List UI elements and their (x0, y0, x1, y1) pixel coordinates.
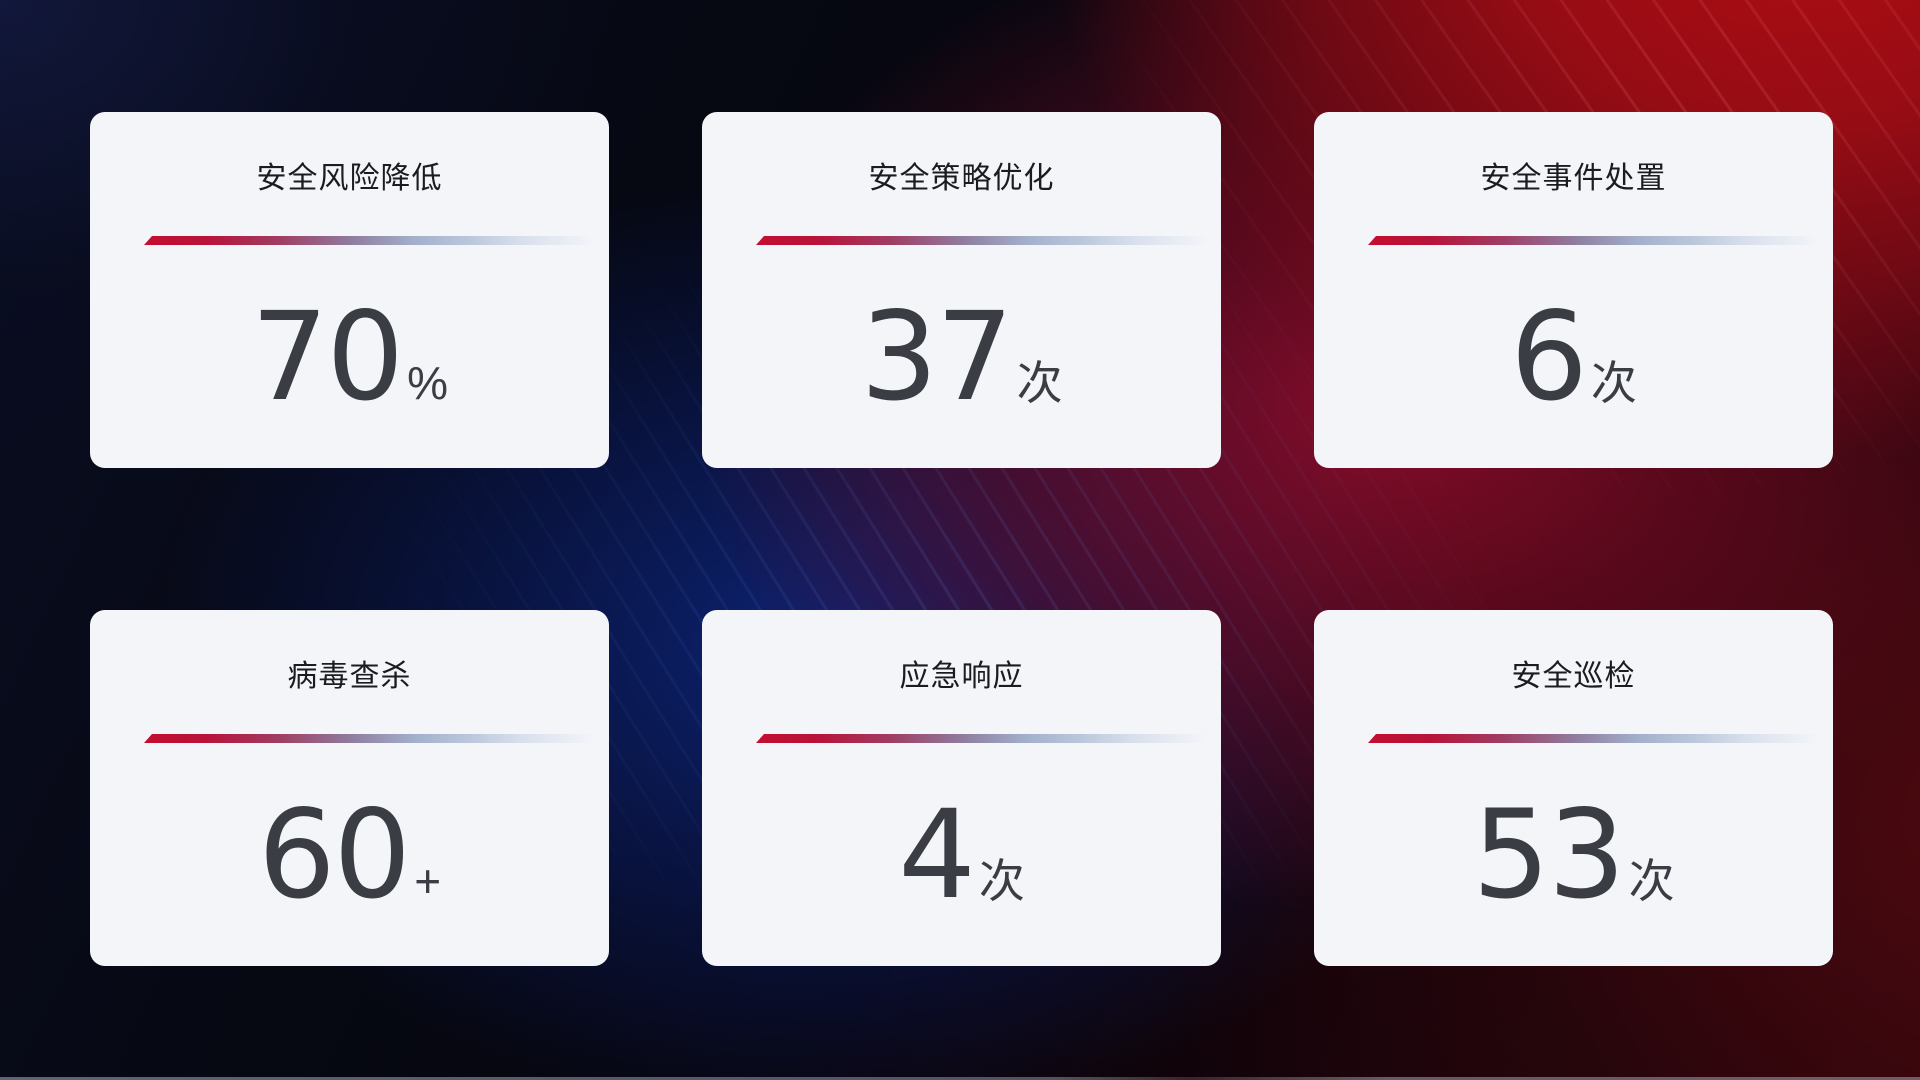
stat-unit: 次 (1628, 854, 1675, 907)
card-title: 安全事件处置 (1480, 162, 1667, 195)
stat-unit: 次 (978, 854, 1025, 907)
stat-value: 37 (860, 285, 1013, 428)
stat-value: 70 (250, 285, 404, 428)
stat-card-security-policy-optimization: 安全策略优化 37 次 (702, 112, 1221, 468)
card-value-line: 60 + (258, 794, 441, 916)
stat-card-security-risk-reduction: 安全风险降低 70% (90, 112, 609, 468)
card-value-area: 70% (90, 245, 609, 468)
card-value-area: 37 次 (702, 245, 1221, 468)
card-value-line: 70% (251, 296, 448, 418)
card-title: 安全巡检 (1511, 660, 1636, 693)
stat-value: 6 (1510, 285, 1588, 428)
gradient-divider-line (144, 236, 595, 245)
bottom-edge-line (0, 1077, 1920, 1080)
card-title: 应急响应 (899, 660, 1024, 693)
card-value-line: 53 次 (1472, 794, 1674, 916)
stat-value: 53 (1472, 783, 1625, 926)
stat-value: 4 (898, 783, 976, 926)
stat-unit: 次 (1590, 356, 1637, 409)
card-title: 安全策略优化 (868, 162, 1055, 195)
card-value-area: 53 次 (1314, 743, 1833, 966)
card-title: 病毒查杀 (287, 660, 412, 693)
card-value-area: 60 + (90, 743, 609, 966)
card-value-line: 37 次 (860, 296, 1062, 418)
stat-unit: % (407, 356, 449, 409)
gradient-divider-line (756, 236, 1207, 245)
stat-unit: + (414, 854, 442, 907)
gradient-divider-line (1368, 236, 1819, 245)
gradient-divider-line (756, 734, 1207, 743)
stat-unit: 次 (1016, 356, 1063, 409)
stat-card-security-inspection: 安全巡检 53 次 (1314, 610, 1833, 966)
gradient-divider-line (144, 734, 595, 743)
gradient-divider-line (1368, 734, 1819, 743)
stat-value: 60 (257, 783, 411, 926)
card-title: 安全风险降低 (256, 162, 443, 195)
stat-card-virus-scan: 病毒查杀 60 + (90, 610, 609, 966)
